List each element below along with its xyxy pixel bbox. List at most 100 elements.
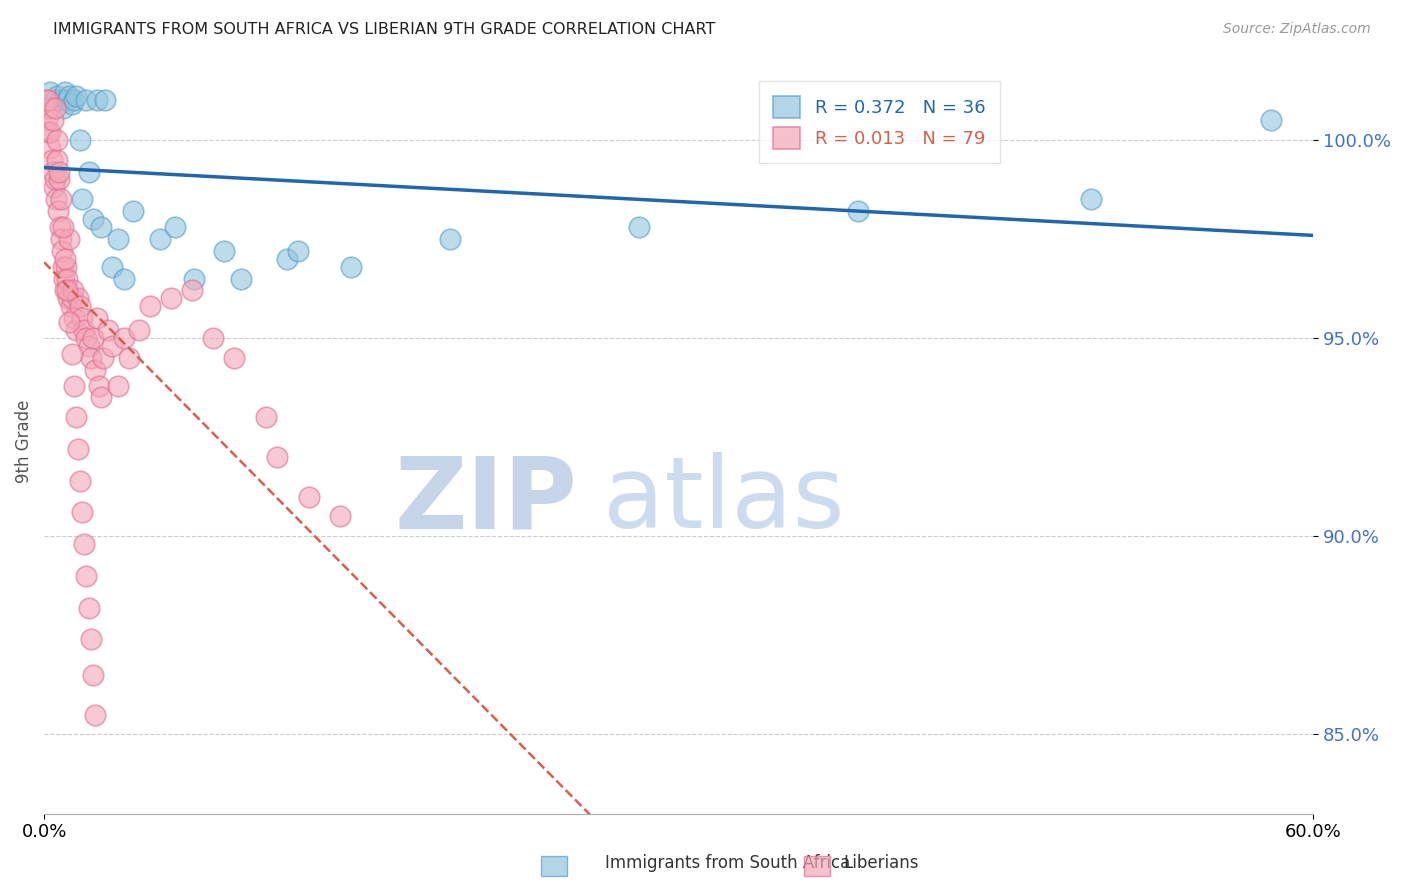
Text: ZIP: ZIP (394, 452, 576, 549)
Point (107, 232, 129, 246)
Point (266, 450, 288, 464)
Point (160, 292, 183, 306)
Point (62, 93, 84, 107)
Point (82, 331, 104, 345)
Text: Liberians: Liberians (844, 855, 920, 872)
Point (51, 244, 73, 258)
Point (165, 220, 187, 235)
Point (65, 89, 87, 103)
Point (77, 339, 100, 353)
Point (79, 351, 101, 365)
Point (39, 85, 62, 99)
Point (118, 351, 141, 365)
Point (60, 292, 83, 306)
Point (848, 204, 870, 219)
Point (58, 315, 80, 329)
Point (90, 391, 112, 405)
Point (139, 299, 162, 313)
Point (37, 125, 59, 139)
Point (41, 164, 63, 178)
Point (229, 271, 252, 285)
Point (69, 474, 91, 488)
Point (46, 204, 69, 219)
Point (52, 260, 75, 274)
Point (69, 299, 91, 313)
Point (212, 244, 235, 258)
Point (58, 292, 80, 306)
Point (202, 331, 225, 345)
Point (44, 101, 66, 115)
Point (60, 347, 83, 361)
Point (97, 323, 120, 337)
Point (65, 410, 87, 425)
Point (53, 252, 76, 266)
Point (87, 378, 110, 392)
Point (329, 509, 352, 524)
Point (254, 410, 277, 425)
Text: atlas: atlas (603, 452, 844, 549)
Point (224, 351, 246, 365)
Point (52, 101, 75, 115)
Point (183, 271, 205, 285)
Point (107, 378, 129, 392)
Point (75, 93, 97, 107)
Point (62, 284, 84, 298)
Point (86, 311, 108, 326)
Point (439, 232, 461, 246)
Point (297, 490, 319, 504)
Point (77, 600, 100, 615)
Point (101, 339, 124, 353)
Point (52, 220, 75, 235)
Point (53, 284, 76, 298)
Point (75, 331, 97, 345)
Point (42, 180, 65, 194)
Point (70, 192, 93, 206)
Point (45, 89, 67, 103)
Point (181, 284, 204, 298)
Point (62, 311, 84, 326)
Point (114, 271, 136, 285)
Point (49, 232, 72, 246)
Point (66, 292, 89, 306)
Point (340, 260, 363, 274)
Point (56, 284, 79, 298)
Point (83, 707, 105, 722)
Point (60, 97, 83, 112)
Point (41, 113, 63, 128)
Point (94, 93, 117, 107)
Point (39, 141, 62, 155)
Point (45, 133, 67, 147)
Point (39, 125, 62, 139)
Point (58, 89, 80, 103)
Point (69, 133, 91, 147)
Point (122, 204, 145, 219)
Point (128, 323, 150, 337)
Y-axis label: 9th Grade: 9th Grade (15, 400, 32, 483)
Point (41, 153, 63, 167)
Text: Immigrants from South Africa: Immigrants from South Africa (605, 855, 849, 872)
Point (114, 331, 136, 345)
Point (66, 442, 89, 456)
Point (149, 232, 172, 246)
Point (35, 93, 58, 107)
Point (1260, 113, 1282, 128)
Point (37, 93, 59, 107)
Point (38, 101, 60, 115)
Point (49, 192, 72, 206)
Point (55, 260, 77, 274)
Point (53, 85, 76, 99)
Point (82, 668, 104, 682)
Point (627, 220, 650, 235)
Point (90, 220, 112, 235)
Point (287, 244, 309, 258)
Point (91, 351, 114, 365)
Point (1080, 192, 1102, 206)
Point (70, 311, 93, 326)
Point (49, 220, 72, 235)
Point (44, 172, 66, 186)
Point (73, 323, 96, 337)
Text: Source: ZipAtlas.com: Source: ZipAtlas.com (1223, 22, 1371, 37)
Point (70, 505, 93, 519)
Point (73, 537, 96, 551)
Point (45, 192, 67, 206)
